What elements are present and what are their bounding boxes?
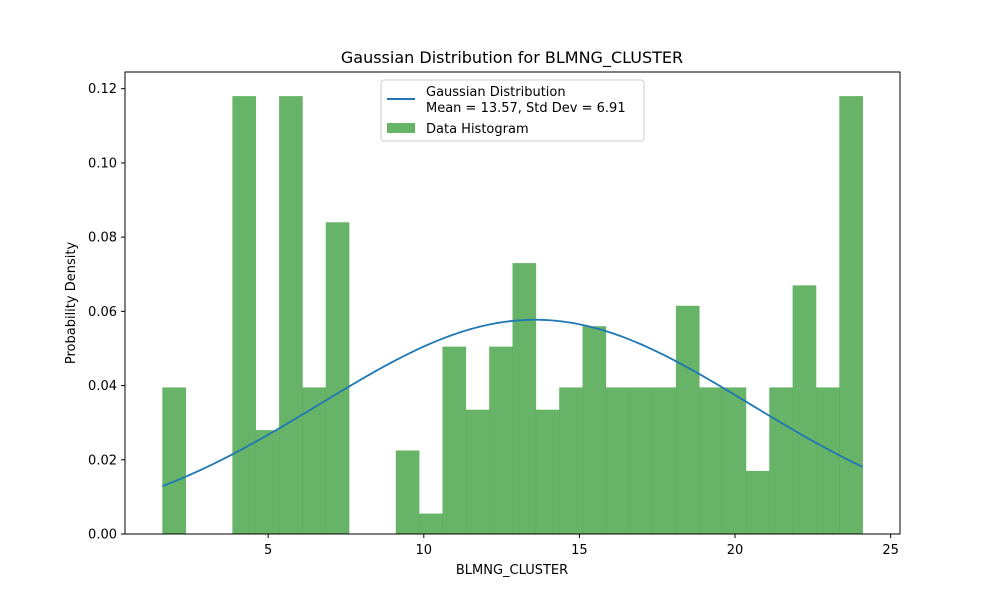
x-tick-label: 15 [571,543,588,558]
histogram-bar [489,347,513,534]
legend-hist-label: Data Histogram [426,122,529,137]
histogram-bar [583,326,607,534]
legend-line-label-1: Gaussian Distribution [426,85,566,100]
y-tick-label: 0.06 [88,305,117,320]
histogram-bar [466,410,490,534]
histogram-bar [559,387,583,534]
y-axis-label: Probability Density [64,242,79,365]
legend-line-label-2: Mean = 13.57, Std Dev = 6.91 [426,101,626,116]
legend: Gaussian Distribution Mean = 13.57, Std … [381,80,644,141]
histogram-bar [839,96,863,534]
histogram-bar [816,387,840,534]
y-tick-label: 0.10 [88,156,117,171]
chart-title: Gaussian Distribution for BLMNG_CLUSTER [341,48,683,68]
histogram-bar [629,387,653,534]
histogram-bar [302,387,326,534]
y-tick-label: 0.08 [88,231,117,246]
histogram-bar [279,96,303,534]
histogram-bar [676,306,700,534]
histogram-bar [536,410,560,534]
histogram-bar [793,285,817,534]
y-tick-label: 0.04 [88,379,117,394]
histogram-bar [723,387,747,534]
histogram-bar [653,387,677,534]
x-tick-label: 25 [882,543,899,558]
histogram-bar [442,347,466,534]
histogram-bar [162,387,186,534]
histogram-bar [396,451,420,534]
x-tick-label: 10 [416,543,433,558]
y-tick-label: 0.12 [88,82,117,97]
x-tick-label: 20 [727,543,744,558]
histogram-bar [606,387,630,534]
histogram-bar [419,514,443,534]
histogram-bar [746,471,770,534]
histogram-bar [326,222,350,534]
histogram-bar [232,96,256,534]
legend-hist-swatch [387,123,415,133]
y-tick-label: 0.02 [88,453,117,468]
x-axis-label: BLMNG_CLUSTER [456,563,568,578]
histogram-bar [699,387,723,534]
histogram-bar [256,430,280,534]
x-tick-label: 5 [264,543,272,558]
histogram-bar [769,387,793,534]
y-tick-label: 0.00 [88,528,117,543]
histogram-bar [513,263,537,534]
